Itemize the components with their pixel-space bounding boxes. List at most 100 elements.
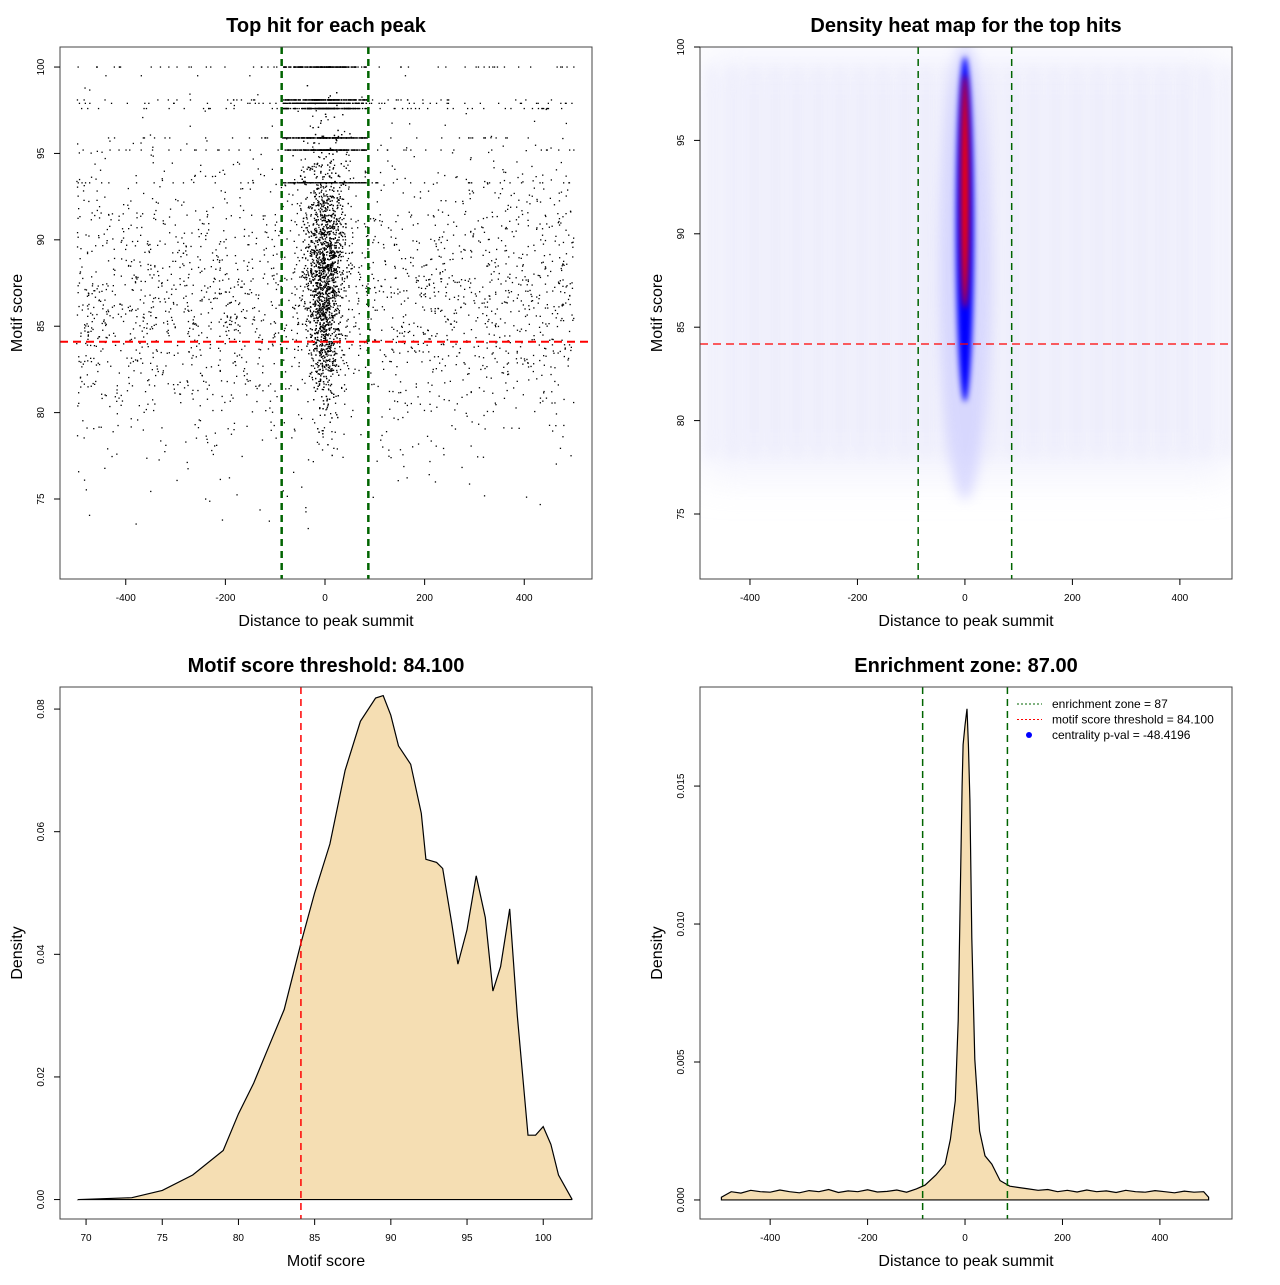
data-point xyxy=(543,188,544,189)
data-point xyxy=(193,319,194,320)
data-point xyxy=(534,339,535,340)
data-point xyxy=(507,363,508,364)
data-point xyxy=(324,427,325,428)
data-point xyxy=(455,310,456,311)
data-point xyxy=(172,320,173,321)
data-point xyxy=(505,172,506,173)
data-point xyxy=(100,301,101,302)
data-point xyxy=(488,319,489,320)
data-point xyxy=(201,314,202,315)
data-point xyxy=(429,283,430,284)
data-point xyxy=(307,197,308,198)
data-point xyxy=(347,326,348,327)
data-point xyxy=(189,94,190,95)
data-point xyxy=(200,246,201,247)
data-point xyxy=(331,177,332,178)
data-point xyxy=(154,266,155,267)
data-point xyxy=(264,273,265,274)
data-point xyxy=(226,273,227,274)
data-point xyxy=(436,246,437,247)
data-point xyxy=(99,291,100,292)
data-point xyxy=(230,401,231,402)
data-point xyxy=(545,323,546,324)
data-point xyxy=(325,316,326,317)
data-point xyxy=(147,241,148,242)
data-point xyxy=(321,270,322,271)
data-point xyxy=(163,220,164,221)
data-point xyxy=(571,242,572,243)
data-point xyxy=(335,292,336,293)
data-point xyxy=(188,311,189,312)
data-point xyxy=(508,256,509,257)
data-point xyxy=(336,221,337,222)
data-point xyxy=(236,316,237,317)
data-point xyxy=(423,334,424,335)
data-point xyxy=(87,253,88,254)
data-point xyxy=(176,99,177,100)
data-point xyxy=(511,291,512,292)
data-point xyxy=(130,200,131,201)
data-point xyxy=(570,350,571,351)
data-point xyxy=(327,405,328,406)
data-point xyxy=(326,202,327,203)
data-point xyxy=(142,213,143,214)
data-point xyxy=(239,197,240,198)
data-point xyxy=(339,267,340,268)
data-point xyxy=(476,295,477,296)
data-point xyxy=(483,137,484,138)
data-point xyxy=(523,394,524,395)
data-point xyxy=(330,297,331,298)
data-point xyxy=(341,134,342,135)
data-point xyxy=(512,282,513,283)
data-point xyxy=(191,364,192,365)
data-point xyxy=(335,224,336,225)
data-point xyxy=(97,190,98,191)
data-point xyxy=(486,366,487,367)
data-point xyxy=(113,317,114,318)
data-point xyxy=(315,301,316,302)
data-point xyxy=(135,281,136,282)
data-point xyxy=(264,314,265,315)
data-point xyxy=(276,273,277,274)
data-point xyxy=(106,311,107,312)
data-point xyxy=(507,276,508,277)
data-point xyxy=(530,366,531,367)
data-point xyxy=(365,367,366,368)
data-point xyxy=(508,374,509,375)
data-point xyxy=(97,66,98,67)
data-point xyxy=(334,298,335,299)
data-point xyxy=(485,428,486,429)
data-point xyxy=(331,439,332,440)
data-point xyxy=(310,215,311,216)
data-point xyxy=(426,286,427,287)
data-point xyxy=(463,203,464,204)
data-point xyxy=(486,342,487,343)
data-point xyxy=(377,201,378,202)
data-point xyxy=(263,278,264,279)
data-point xyxy=(223,230,224,231)
data-point xyxy=(571,103,572,104)
data-point xyxy=(168,333,169,334)
data-point xyxy=(126,260,127,261)
data-point xyxy=(319,383,320,384)
data-point xyxy=(454,321,455,322)
data-point xyxy=(339,239,340,240)
data-point xyxy=(335,432,336,433)
data-point xyxy=(403,192,404,193)
data-point xyxy=(342,360,343,361)
data-point xyxy=(355,195,356,196)
data-point xyxy=(89,103,90,104)
data-point xyxy=(326,194,327,195)
data-point xyxy=(308,232,309,233)
data-point xyxy=(554,204,555,205)
data-point xyxy=(474,278,475,279)
data-point xyxy=(320,171,321,172)
data-point xyxy=(89,89,90,90)
data-point xyxy=(108,182,109,183)
data-point xyxy=(535,145,536,146)
data-point xyxy=(332,287,333,288)
data-point xyxy=(328,272,329,273)
data-point xyxy=(329,338,330,339)
data-point xyxy=(193,285,194,286)
data-point xyxy=(469,190,470,191)
